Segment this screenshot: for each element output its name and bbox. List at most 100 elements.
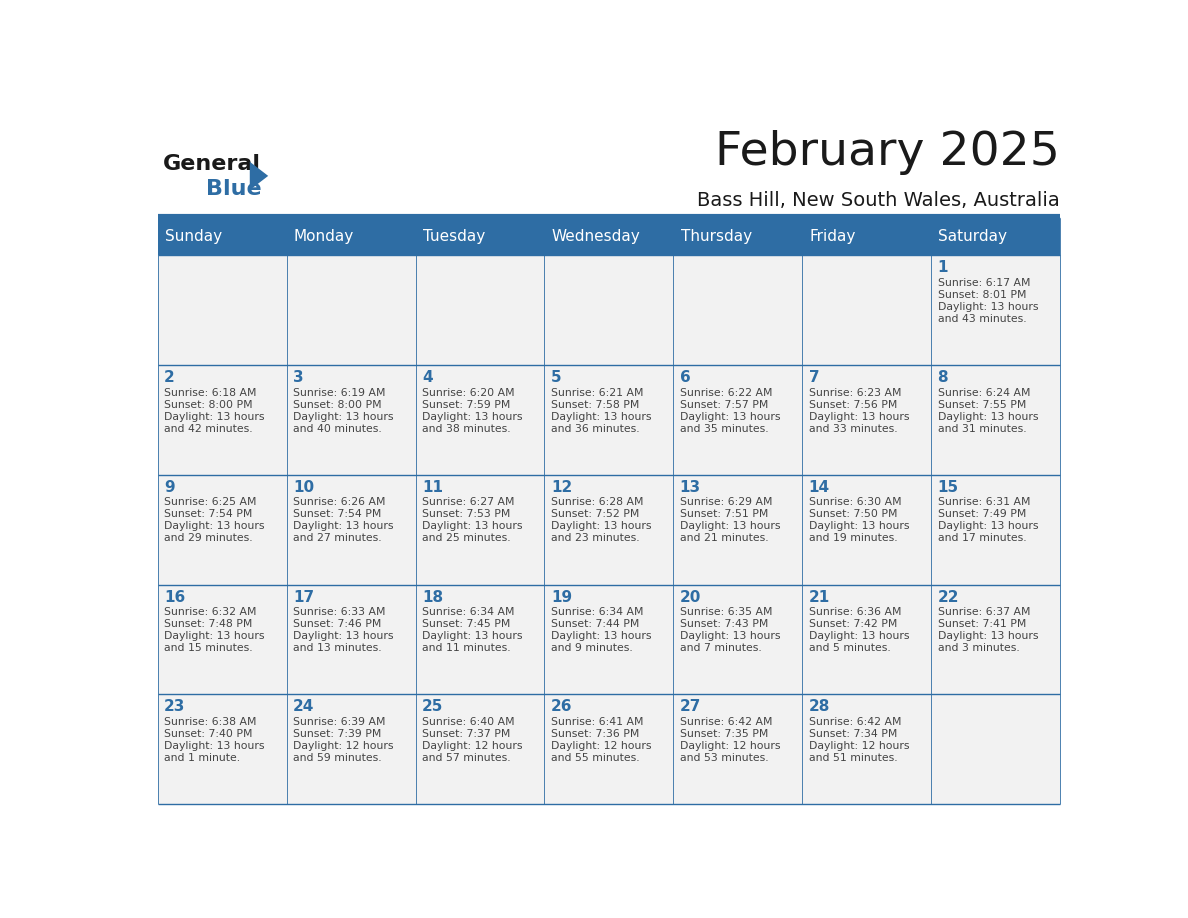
Text: Daylight: 13 hours: Daylight: 13 hours	[293, 632, 393, 642]
Text: and 13 minutes.: and 13 minutes.	[293, 644, 381, 654]
Bar	[674, 365, 802, 475]
Text: Daylight: 12 hours: Daylight: 12 hours	[680, 741, 781, 751]
Text: Sunrise: 6:26 AM: Sunrise: 6:26 AM	[293, 498, 386, 508]
Bar	[416, 365, 544, 475]
Text: General: General	[163, 154, 261, 174]
Bar	[674, 475, 802, 585]
Bar	[544, 694, 674, 804]
Bar	[158, 694, 286, 804]
Bar	[544, 475, 674, 585]
Bar	[802, 475, 931, 585]
Text: Sunrise: 6:27 AM: Sunrise: 6:27 AM	[422, 498, 514, 508]
Text: 19: 19	[551, 589, 571, 605]
Text: and 59 minutes.: and 59 minutes.	[293, 753, 381, 763]
Bar	[286, 585, 416, 694]
Text: Sunrise: 6:34 AM: Sunrise: 6:34 AM	[551, 607, 644, 617]
Bar	[416, 218, 544, 255]
Text: Sunrise: 6:31 AM: Sunrise: 6:31 AM	[937, 498, 1030, 508]
Text: Sunrise: 6:30 AM: Sunrise: 6:30 AM	[809, 498, 902, 508]
Text: and 31 minutes.: and 31 minutes.	[937, 423, 1026, 433]
Text: Sunset: 7:56 PM: Sunset: 7:56 PM	[809, 399, 897, 409]
Bar	[674, 255, 802, 365]
Text: Sunrise: 6:21 AM: Sunrise: 6:21 AM	[551, 387, 644, 397]
Text: and 17 minutes.: and 17 minutes.	[937, 533, 1026, 543]
Bar	[544, 585, 674, 694]
Text: Sunrise: 6:17 AM: Sunrise: 6:17 AM	[937, 277, 1030, 287]
Text: 17: 17	[293, 589, 314, 605]
Text: 11: 11	[422, 480, 443, 495]
Bar	[674, 694, 802, 804]
Text: Sunrise: 6:42 AM: Sunrise: 6:42 AM	[680, 717, 772, 727]
Text: Daylight: 13 hours: Daylight: 13 hours	[164, 632, 265, 642]
Text: Daylight: 13 hours: Daylight: 13 hours	[164, 521, 265, 532]
Text: Sunrise: 6:35 AM: Sunrise: 6:35 AM	[680, 607, 772, 617]
Text: Thursday: Thursday	[681, 230, 752, 244]
Bar	[931, 585, 1060, 694]
Bar	[931, 365, 1060, 475]
Text: Sunrise: 6:32 AM: Sunrise: 6:32 AM	[164, 607, 257, 617]
Text: Daylight: 13 hours: Daylight: 13 hours	[551, 632, 651, 642]
Text: Daylight: 13 hours: Daylight: 13 hours	[551, 521, 651, 532]
Text: Sunset: 7:54 PM: Sunset: 7:54 PM	[293, 509, 381, 520]
Bar	[802, 255, 931, 365]
Text: and 55 minutes.: and 55 minutes.	[551, 753, 639, 763]
Text: 24: 24	[293, 700, 315, 714]
Bar	[286, 694, 416, 804]
Text: Daylight: 13 hours: Daylight: 13 hours	[422, 521, 523, 532]
Text: and 38 minutes.: and 38 minutes.	[422, 423, 511, 433]
Text: 22: 22	[937, 589, 959, 605]
Text: Sunrise: 6:39 AM: Sunrise: 6:39 AM	[293, 717, 386, 727]
Text: 10: 10	[293, 480, 314, 495]
Text: Sunrise: 6:28 AM: Sunrise: 6:28 AM	[551, 498, 644, 508]
Text: and 51 minutes.: and 51 minutes.	[809, 753, 897, 763]
Text: Sunrise: 6:24 AM: Sunrise: 6:24 AM	[937, 387, 1030, 397]
Text: Monday: Monday	[293, 230, 354, 244]
Text: Blue: Blue	[206, 179, 261, 199]
Text: and 27 minutes.: and 27 minutes.	[293, 533, 381, 543]
Text: Sunset: 7:41 PM: Sunset: 7:41 PM	[937, 620, 1026, 629]
Text: and 43 minutes.: and 43 minutes.	[937, 314, 1026, 324]
Text: 14: 14	[809, 480, 829, 495]
Text: Sunset: 8:00 PM: Sunset: 8:00 PM	[164, 399, 253, 409]
Text: Sunrise: 6:38 AM: Sunrise: 6:38 AM	[164, 717, 257, 727]
Text: Daylight: 13 hours: Daylight: 13 hours	[937, 302, 1038, 312]
Text: and 5 minutes.: and 5 minutes.	[809, 644, 890, 654]
Text: and 29 minutes.: and 29 minutes.	[164, 533, 253, 543]
Text: 28: 28	[809, 700, 830, 714]
Text: 1: 1	[937, 260, 948, 275]
Text: Sunset: 7:36 PM: Sunset: 7:36 PM	[551, 729, 639, 739]
Text: Sunset: 7:59 PM: Sunset: 7:59 PM	[422, 399, 511, 409]
Text: and 40 minutes.: and 40 minutes.	[293, 423, 381, 433]
Bar	[802, 585, 931, 694]
Text: and 15 minutes.: and 15 minutes.	[164, 644, 253, 654]
Text: Sunset: 7:35 PM: Sunset: 7:35 PM	[680, 729, 769, 739]
Text: and 11 minutes.: and 11 minutes.	[422, 644, 511, 654]
Bar	[416, 694, 544, 804]
Text: 16: 16	[164, 589, 185, 605]
Text: 18: 18	[422, 589, 443, 605]
Text: Tuesday: Tuesday	[423, 230, 485, 244]
Text: Sunset: 7:45 PM: Sunset: 7:45 PM	[422, 620, 511, 629]
Text: and 3 minutes.: and 3 minutes.	[937, 644, 1019, 654]
Text: 23: 23	[164, 700, 185, 714]
Text: Wednesday: Wednesday	[551, 230, 640, 244]
Text: Daylight: 13 hours: Daylight: 13 hours	[937, 411, 1038, 421]
Text: Bass Hill, New South Wales, Australia: Bass Hill, New South Wales, Australia	[697, 191, 1060, 210]
Bar	[802, 365, 931, 475]
Text: Daylight: 13 hours: Daylight: 13 hours	[164, 741, 265, 751]
Text: Sunrise: 6:23 AM: Sunrise: 6:23 AM	[809, 387, 902, 397]
Text: 13: 13	[680, 480, 701, 495]
Text: Sunrise: 6:36 AM: Sunrise: 6:36 AM	[809, 607, 902, 617]
Text: and 21 minutes.: and 21 minutes.	[680, 533, 769, 543]
Text: Sunrise: 6:25 AM: Sunrise: 6:25 AM	[164, 498, 257, 508]
Bar	[286, 475, 416, 585]
Text: Daylight: 13 hours: Daylight: 13 hours	[680, 521, 781, 532]
Text: Sunset: 7:57 PM: Sunset: 7:57 PM	[680, 399, 769, 409]
Text: and 19 minutes.: and 19 minutes.	[809, 533, 897, 543]
Text: 5: 5	[551, 370, 562, 385]
Bar	[416, 585, 544, 694]
Bar	[802, 694, 931, 804]
Text: and 9 minutes.: and 9 minutes.	[551, 644, 632, 654]
Text: Daylight: 13 hours: Daylight: 13 hours	[164, 411, 265, 421]
Text: and 1 minute.: and 1 minute.	[164, 753, 240, 763]
